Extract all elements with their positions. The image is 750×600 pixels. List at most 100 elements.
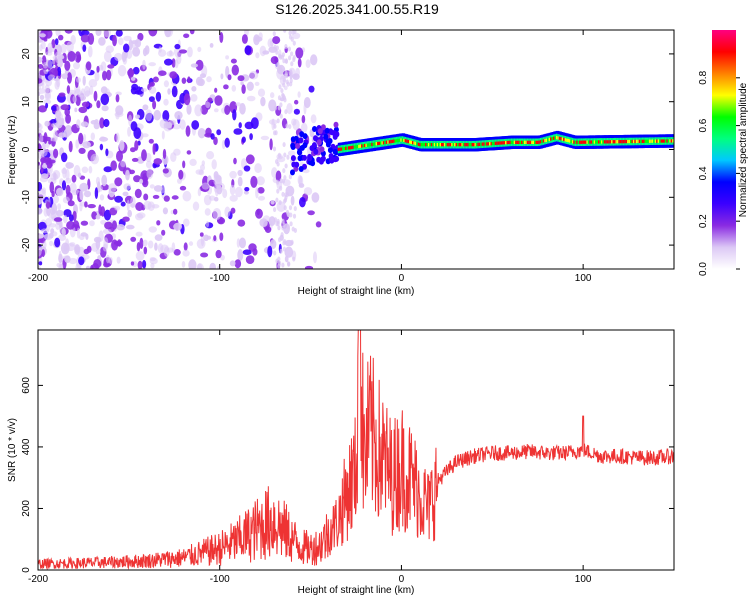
spectrogram-cell: [157, 243, 164, 254]
spectrogram-cell: [293, 108, 300, 115]
spectrogram-cell: [38, 78, 43, 84]
spectrogram-cell: [289, 221, 293, 227]
spectrogram-cell: [290, 155, 296, 162]
spectrogram-cell: [199, 73, 207, 79]
spectrogram-cell: [114, 52, 123, 62]
spectrogram-cell: [131, 83, 139, 91]
spectrogram-cell: [38, 91, 41, 97]
spectrogram-cell: [38, 105, 47, 113]
spectrogram-cell: [229, 194, 238, 202]
spectrogram-cell: [100, 61, 107, 72]
spectrogram-cell: [117, 65, 127, 77]
spectrogram-cell: [153, 158, 163, 165]
spectrogram-cell: [90, 132, 96, 141]
spectrogram-cell: [101, 105, 109, 112]
spectrogram-cell: [68, 257, 78, 265]
y-tick-label: 600: [21, 377, 32, 394]
spectrogram-cell: [214, 184, 219, 197]
spectrogram-cell: [297, 175, 303, 185]
spectrogram-cell: [284, 109, 288, 115]
spectrogram-cell: [282, 58, 286, 64]
spectrogram-cell: [174, 43, 181, 50]
spectrogram-cell: [297, 58, 302, 68]
spectrogram-cell: [99, 136, 106, 141]
spectrogram-cell: [153, 185, 163, 192]
spectrogram-cell: [152, 76, 159, 83]
spectrogram-cell: [61, 180, 67, 191]
spectrogram-cell: [58, 132, 66, 138]
spectrogram-cell: [141, 175, 148, 186]
spectrogram-cell: [197, 128, 206, 139]
spectrogram-cell: [131, 157, 139, 162]
spectrogram-cell: [274, 130, 278, 136]
spectrogram-cell: [187, 46, 193, 58]
spectrogram-cell: [141, 133, 149, 138]
spectrogram-cell: [281, 178, 285, 184]
spectrogram-cell: [132, 47, 141, 57]
spectrogram-cell: [85, 233, 89, 240]
spectrogram-cell: [167, 247, 174, 253]
spectrogram-cell: [211, 159, 217, 170]
spectrogram-cell: [63, 243, 68, 251]
spectrogram-cell: [164, 58, 173, 66]
spectrogram-cell: [100, 93, 110, 106]
spectrogram-cell: [195, 76, 204, 86]
spectrogram-cell: [137, 260, 143, 269]
spectrogram-cell: [66, 85, 71, 94]
spectrogram-cell: [145, 109, 153, 122]
colorbar-tick-label: 0.0: [698, 262, 709, 276]
spectrogram-cell: [235, 186, 243, 198]
spectrogram-cell: [286, 103, 293, 115]
y-tick-label: 0: [21, 146, 32, 152]
spectrogram-cell: [288, 124, 292, 130]
spectrogram-cell: [203, 194, 212, 206]
spectrogram-cell: [57, 66, 62, 77]
spectrogram-cell: [114, 111, 124, 117]
spectrogram-cell: [169, 71, 178, 79]
spectrogram-cell: [264, 226, 272, 234]
spectrogram-cell: [171, 58, 176, 68]
spectrogram-cell: [41, 41, 46, 50]
spectrogram-cell: [38, 246, 42, 257]
spectrogram-cell: [284, 44, 288, 49]
spectrogram-cell: [142, 239, 148, 247]
spectrogram-cell: [80, 121, 89, 127]
spectrogram-cell: [114, 205, 121, 211]
spectrogram-cell: [162, 148, 167, 160]
spectrogram-cell: [213, 176, 223, 187]
x-tick-label: 0: [399, 574, 405, 585]
spectrogram-cell: [76, 54, 82, 62]
spectrogram-cell: [172, 124, 181, 130]
spectrogram-cell: [44, 84, 50, 94]
spectrogram-cell: [241, 136, 246, 143]
spectrogram-cell: [42, 163, 48, 169]
spectrogram-cell: [64, 60, 71, 71]
spectrogram-cell: [111, 239, 119, 251]
spectrogram-cell: [142, 47, 148, 57]
spectrogram-cell: [103, 118, 110, 128]
spectrogram-cell: [179, 119, 186, 130]
spectrogram-cell: [298, 137, 304, 144]
spectrogram-cell: [310, 54, 318, 66]
spectrogram-cell: [148, 30, 158, 37]
spectrogram-cell: [177, 178, 182, 184]
spectrogram-cell: [243, 165, 251, 172]
spectrogram-cell: [64, 255, 71, 263]
spectrogram-cell: [173, 222, 183, 231]
spectrogram-cell: [284, 58, 288, 64]
spectrogram-cell: [76, 77, 81, 83]
spectrogram-cell: [173, 46, 183, 58]
spectrogram-cell: [163, 98, 169, 106]
spectrogram-cell: [229, 184, 236, 196]
spectrogram-cell: [290, 36, 294, 42]
spectrogram-cell: [78, 132, 84, 145]
spectrogram-cell: [295, 47, 304, 59]
spectrogram-cell: [237, 75, 245, 82]
spectrogram-cell: [197, 46, 202, 53]
spectrogram-cell: [283, 30, 287, 33]
x-tick-label: 0: [399, 273, 405, 284]
spectrogram-cell: [285, 123, 289, 129]
spectrogram-cell: [256, 176, 265, 186]
spectrogram-cell: [95, 30, 102, 36]
spectrogram-cell: [114, 177, 123, 187]
